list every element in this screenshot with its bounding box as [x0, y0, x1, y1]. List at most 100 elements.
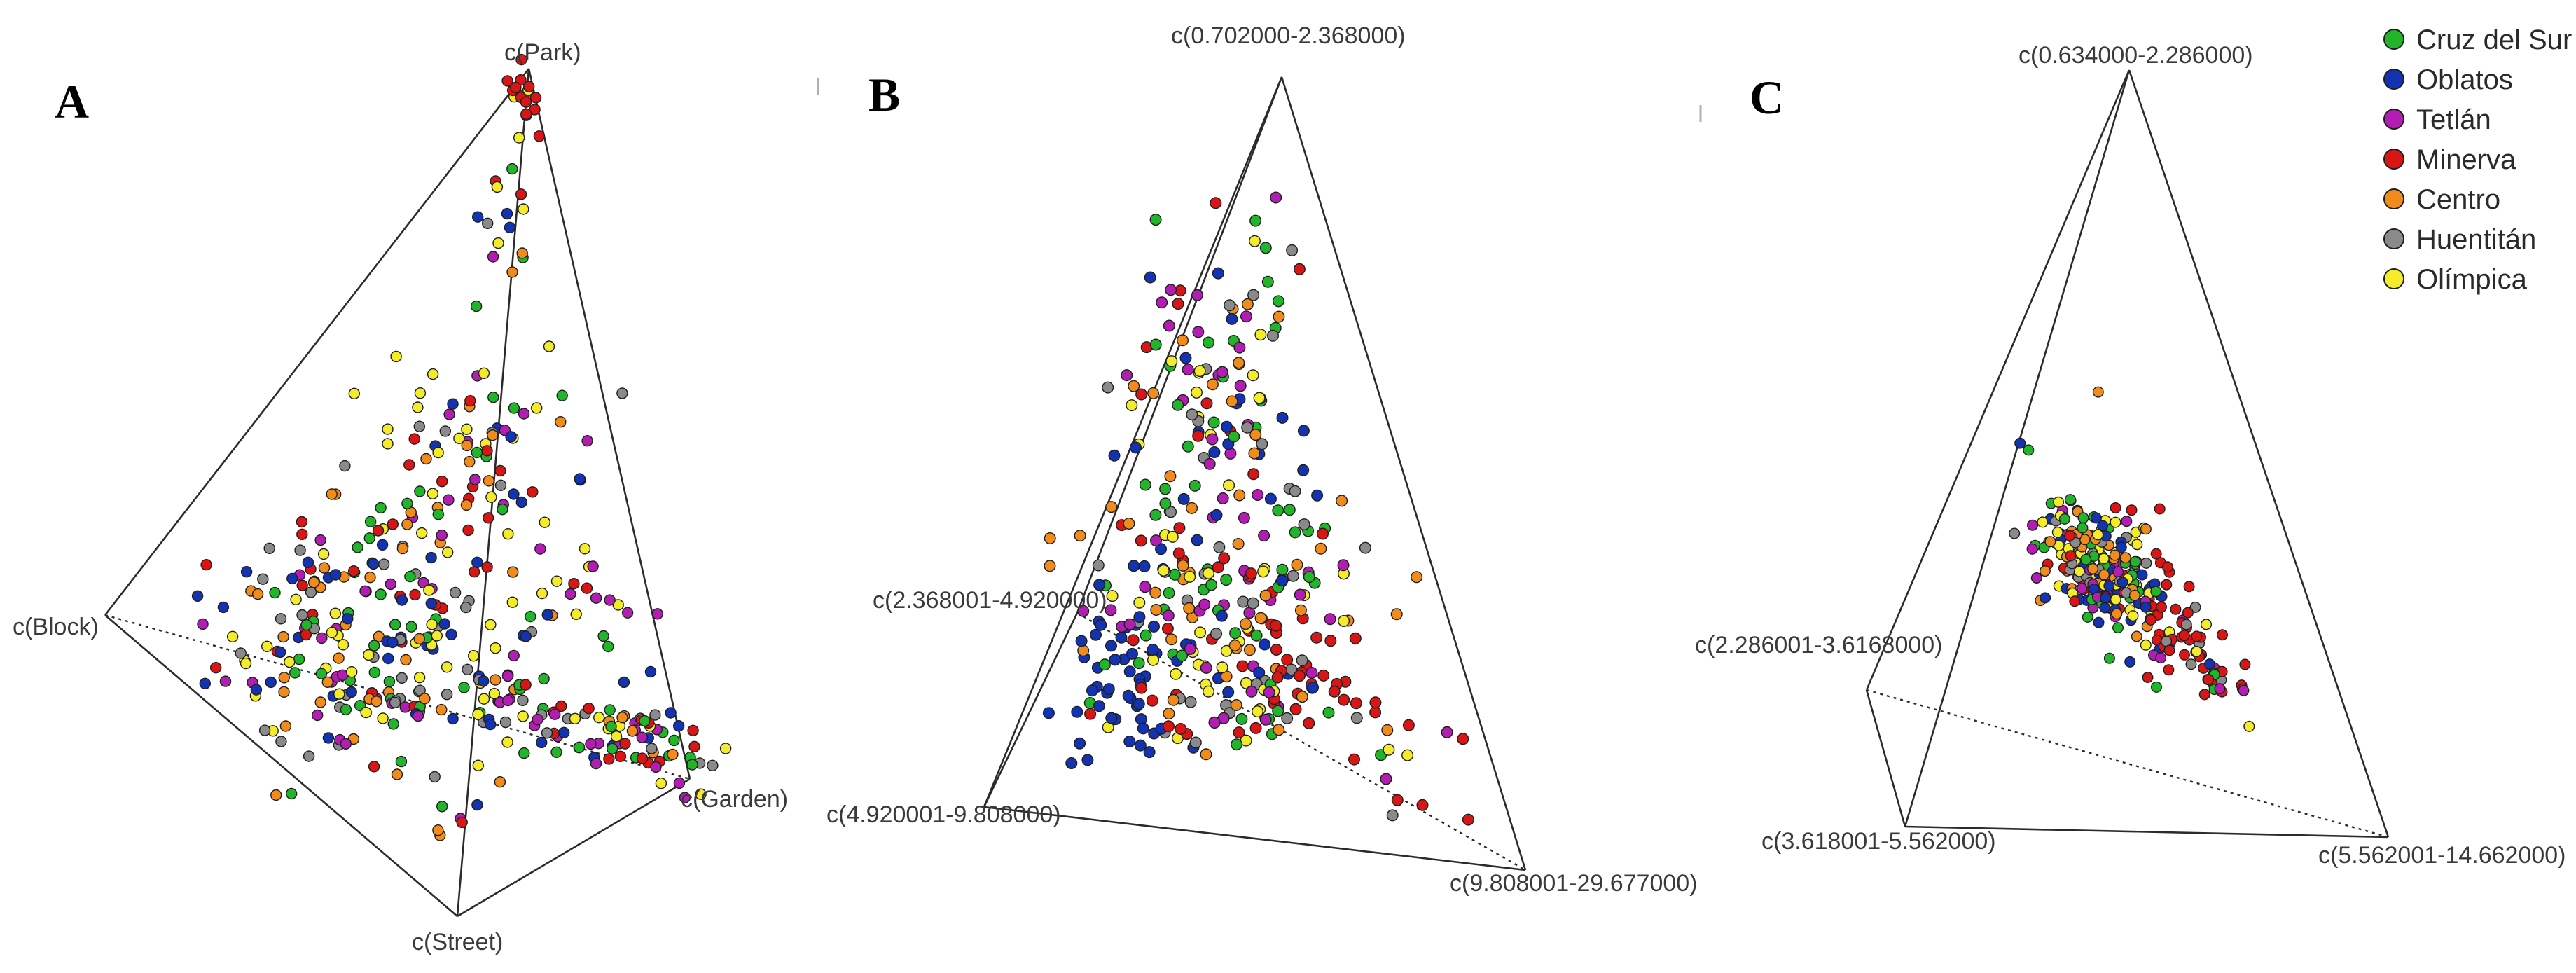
data-point	[2140, 602, 2151, 612]
data-point	[440, 426, 450, 436]
data-point	[1234, 490, 1245, 501]
data-point	[581, 583, 592, 593]
data-point	[2203, 675, 2214, 685]
data-point	[304, 751, 314, 761]
data-point	[201, 560, 212, 570]
data-point	[253, 589, 263, 600]
data-point	[507, 597, 518, 607]
data-point	[497, 504, 508, 515]
data-point	[1109, 450, 1120, 462]
data-point	[2132, 539, 2142, 550]
data-point	[387, 637, 398, 648]
data-point	[469, 651, 479, 661]
data-point	[482, 446, 492, 456]
data-point	[1106, 640, 1117, 651]
data-point	[1150, 509, 1161, 520]
data-point	[2156, 602, 2167, 612]
data-point	[340, 738, 351, 749]
data-point	[652, 609, 663, 619]
data-point	[420, 693, 430, 704]
data-point	[436, 705, 447, 715]
data-point	[1156, 297, 1168, 308]
data-point	[312, 710, 323, 721]
data-point	[1124, 619, 1135, 630]
data-point	[387, 519, 398, 530]
data-point	[574, 474, 585, 484]
data-point	[1380, 773, 1392, 785]
data-point	[483, 218, 493, 228]
data-point	[479, 368, 490, 378]
data-point	[606, 722, 616, 732]
data-point	[1239, 513, 1250, 524]
data-point	[544, 341, 555, 352]
data-point	[1273, 724, 1284, 736]
data-point	[2146, 615, 2156, 626]
data-point	[1200, 749, 1212, 760]
legend-label: Minerva	[2416, 144, 2516, 175]
data-point	[1299, 519, 1310, 530]
data-point	[2040, 566, 2051, 577]
data-point	[604, 595, 615, 605]
data-point	[2075, 566, 2085, 577]
data-point	[294, 654, 305, 665]
data-point	[2060, 514, 2070, 525]
data-point	[1095, 620, 1107, 631]
data-point	[442, 689, 452, 700]
data-point	[340, 461, 350, 471]
data-point	[462, 500, 472, 511]
data-point	[1163, 588, 1175, 599]
data-point	[611, 731, 622, 742]
data-point	[1100, 659, 1111, 670]
data-point	[1128, 560, 1140, 572]
data-point	[1402, 750, 1413, 761]
data-point	[2130, 591, 2140, 601]
data-point	[551, 747, 562, 757]
data-point	[439, 619, 450, 629]
data-point	[536, 737, 547, 747]
data-point	[2110, 503, 2121, 513]
data-point	[2121, 516, 2132, 527]
data-point	[1136, 682, 1147, 693]
panel-b-points	[1044, 192, 1474, 825]
data-point	[496, 480, 506, 490]
data-point	[617, 712, 628, 723]
data-point	[450, 588, 461, 598]
data-point	[306, 587, 317, 598]
data-point	[525, 612, 536, 622]
data-point	[2126, 505, 2137, 516]
data-point	[1277, 413, 1288, 424]
data-point	[295, 545, 305, 555]
data-point	[375, 589, 386, 600]
data-point	[473, 212, 483, 222]
data-point	[1270, 620, 1282, 631]
data-point	[574, 742, 585, 752]
data-point	[433, 509, 443, 520]
data-point	[1191, 534, 1203, 546]
data-point	[276, 614, 286, 624]
data-point	[1217, 662, 1228, 673]
data-point	[1250, 723, 1261, 734]
data-point	[1213, 268, 1224, 279]
legend-marker	[2384, 109, 2404, 129]
data-point	[508, 650, 519, 661]
data-point	[1203, 568, 1214, 579]
data-point	[221, 676, 231, 686]
data-point	[2081, 555, 2091, 565]
data-point	[487, 430, 498, 441]
data-point	[414, 633, 424, 644]
data-point	[1185, 696, 1196, 708]
data-point	[373, 525, 384, 536]
data-point	[317, 633, 327, 643]
data-point	[342, 614, 353, 624]
data-point	[1147, 644, 1158, 656]
data-point	[1135, 740, 1147, 751]
data-point	[211, 663, 221, 673]
data-point	[1338, 694, 1350, 705]
data-point	[539, 673, 549, 684]
data-point	[1282, 654, 1293, 665]
data-point	[1272, 672, 1283, 683]
panel-a: A c(Park) c(Block) c(Street) c(Garden)	[13, 39, 788, 955]
data-point	[323, 733, 333, 743]
data-point	[1134, 698, 1145, 710]
data-point	[379, 559, 389, 570]
